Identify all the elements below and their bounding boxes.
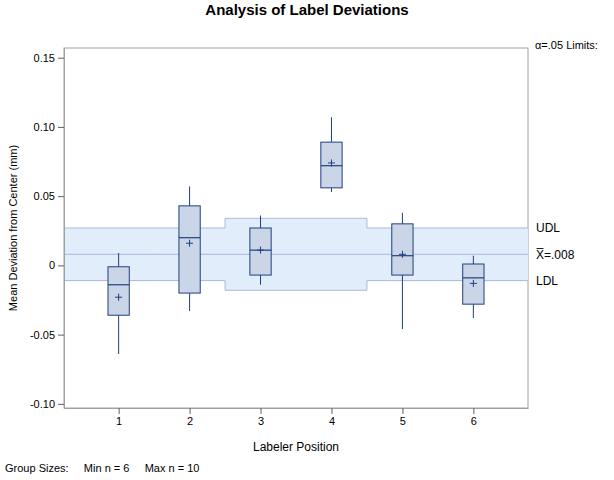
x-tick-mark — [261, 408, 262, 414]
y-axis-title: Mean Deviation from Center (mm) — [7, 145, 19, 311]
y-axis: -0.10 -0.05 0 0.05 0.10 0.15 — [30, 49, 65, 410]
lower-limit — [296, 290, 367, 291]
upper-limit-step — [225, 218, 226, 228]
x-tick-label: 1 — [116, 415, 122, 427]
lower-whisker — [331, 188, 332, 192]
y-tick-label: 0.15 — [34, 52, 55, 64]
box — [108, 267, 129, 315]
lower-limit-step — [366, 281, 367, 291]
upper-whisker — [189, 186, 190, 205]
mean-marker — [328, 159, 335, 166]
y-tick-mark — [58, 196, 64, 197]
upper-whisker — [260, 216, 261, 228]
title: Analysis of Label Deviations — [205, 1, 408, 18]
plot-frame — [64, 48, 528, 408]
y-tick-label: 0 — [49, 259, 55, 271]
y-tick-label: -0.10 — [30, 398, 55, 410]
box — [179, 206, 200, 293]
y-tick-mark — [58, 265, 64, 266]
x-tick-label: 3 — [258, 415, 264, 427]
median — [108, 284, 129, 285]
center-line — [64, 254, 528, 255]
upper-limit — [438, 228, 528, 229]
upper-limit — [296, 218, 367, 219]
y-tick: 0.15 — [34, 52, 64, 64]
limits-title: α=.05 Limits: — [535, 39, 598, 51]
box — [392, 224, 413, 275]
y-tick: 0 — [49, 259, 64, 271]
mean-marker — [186, 240, 193, 247]
lower-limit-step — [225, 281, 226, 291]
x-tick-mark — [119, 408, 120, 414]
lower-whisker — [118, 315, 119, 354]
x-tick: 6 — [471, 408, 477, 427]
x-axis-title: Labeler Position — [253, 440, 339, 454]
y-tick: -0.05 — [30, 329, 64, 341]
box — [321, 142, 342, 188]
x-tick: 1 — [116, 408, 122, 427]
median — [463, 277, 484, 278]
upper-limit-label: UDL — [536, 221, 560, 235]
lower-whisker — [260, 275, 261, 285]
x-tick-label: 5 — [400, 415, 406, 427]
lower-limit-label: LDL — [536, 274, 558, 288]
upper-whisker — [402, 213, 403, 224]
x-tick: 2 — [187, 408, 193, 427]
chart: Analysis of Label Deviations -0.10 -0.05 0 0… — [0, 0, 614, 480]
lower-whisker — [189, 293, 190, 311]
y-tick-mark — [58, 127, 64, 128]
y-tick-mark — [58, 335, 64, 336]
upper-whisker — [118, 253, 119, 267]
x-tick-mark — [402, 408, 403, 414]
upper-limit — [64, 228, 154, 229]
lower-limit — [225, 290, 296, 291]
y-axis-line — [64, 49, 65, 409]
plot-area — [64, 117, 528, 354]
center-label: X̅=.008 — [536, 248, 575, 262]
upper-limit-step — [366, 218, 367, 228]
box — [250, 228, 271, 275]
y-tick-label: 0.10 — [34, 121, 55, 133]
y-tick: 0.10 — [34, 121, 64, 133]
mean-marker — [399, 251, 406, 258]
mean-marker — [257, 247, 264, 254]
upper-whisker — [473, 256, 474, 264]
x-tick-mark — [331, 408, 332, 414]
x-tick: 4 — [329, 408, 335, 427]
y-tick-label: -0.05 — [30, 329, 55, 341]
lower-whisker — [402, 275, 403, 329]
lower-whisker — [473, 304, 474, 318]
upper-whisker — [331, 117, 332, 142]
x-tick-mark — [473, 408, 474, 414]
y-tick: 0.05 — [34, 190, 64, 202]
x-axis: 1 2 3 4 5 6 — [65, 408, 529, 427]
median — [179, 237, 200, 238]
x-tick-label: 6 — [471, 415, 477, 427]
mean-marker — [115, 294, 122, 301]
y-tick-mark — [58, 58, 64, 59]
x-tick: 5 — [400, 408, 406, 427]
x-tick-mark — [190, 408, 191, 414]
footnote: Group Sizes: Min n = 6 Max n = 10 — [5, 462, 199, 474]
y-tick-label: 0.05 — [34, 190, 55, 202]
y-tick: -0.10 — [30, 398, 64, 410]
x-axis-line — [65, 408, 529, 409]
x-tick: 3 — [258, 408, 264, 427]
box — [463, 264, 484, 304]
y-tick-mark — [58, 404, 64, 405]
x-tick-label: 2 — [187, 415, 193, 427]
x-tick-label: 4 — [329, 415, 335, 427]
mean-marker — [470, 280, 477, 287]
